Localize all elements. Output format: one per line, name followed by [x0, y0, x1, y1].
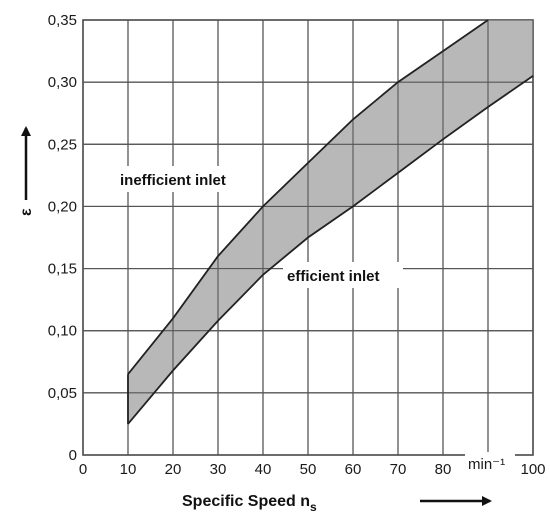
- x-tick-label: 70: [390, 461, 407, 478]
- x-tick-label: 50: [300, 461, 317, 478]
- y-tick-label: 0,30: [48, 74, 77, 91]
- y-tick-label: 0,25: [48, 136, 77, 153]
- x-axis-title: Specific Speed ns: [182, 493, 317, 514]
- x-unit-label: min⁻¹: [468, 456, 505, 473]
- y-tick-label: 0,15: [48, 261, 77, 278]
- x-tick-label: 80: [435, 461, 452, 478]
- x-tick-label: 10: [120, 461, 137, 478]
- x-tick-label: 0: [79, 461, 87, 478]
- x-axis-title-subscript: s: [310, 500, 317, 514]
- x-tick-label: 30: [210, 461, 227, 478]
- series-label-efficient: efficient inlet: [287, 268, 380, 285]
- y-tick-label: 0,10: [48, 323, 77, 340]
- x-tick-label: 40: [255, 461, 272, 478]
- tick-labels: 0 0,05 0,10 0,15 0,20 0,25 0,30 0,35 0 10 20 30 40 50…: [48, 12, 546, 478]
- y-axis-title: ε: [18, 208, 35, 216]
- y-tick-label: 0,05: [48, 385, 77, 402]
- x-tick-label: 60: [345, 461, 362, 478]
- x-axis-title-main: Specific Speed n: [182, 493, 310, 510]
- x-tick-label: 20: [165, 461, 182, 478]
- series-label-inefficient: inefficient inlet: [120, 172, 226, 189]
- y-tick-label: 0,20: [48, 198, 77, 215]
- y-tick-label: 0: [69, 447, 77, 464]
- x-tick-label: 100: [520, 461, 545, 478]
- y-tick-label: 0,35: [48, 12, 77, 29]
- curves: [82, 19, 534, 456]
- series-line-inefficient: [127, 19, 489, 375]
- series-line-efficient: [127, 75, 534, 425]
